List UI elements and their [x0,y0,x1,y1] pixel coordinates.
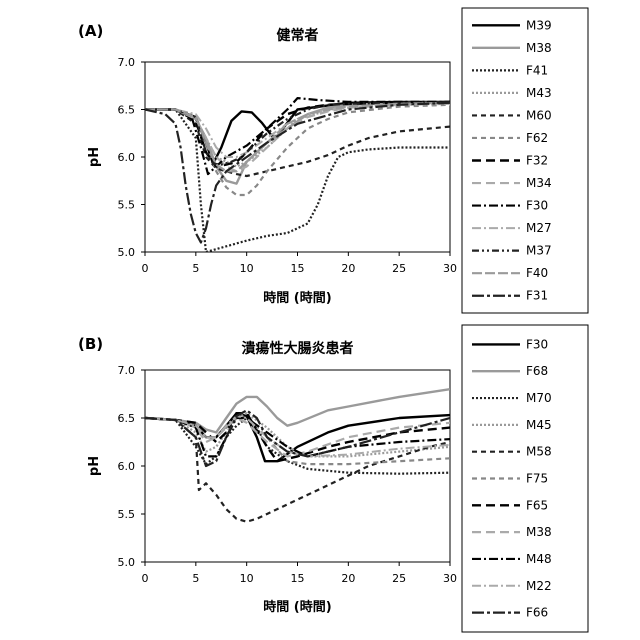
x-axis-label: 時間 (時間) [263,599,331,615]
series-line-f32 [145,102,450,167]
legend-entry: M38 [526,41,552,55]
x-tick-label: 10 [240,262,254,275]
legend-entry: F62 [526,131,548,145]
plot-frame [145,62,450,252]
series-line-m39 [145,102,450,164]
x-tick-label: 5 [192,572,199,585]
y-tick-label: 7.0 [118,364,136,377]
y-tick-label: 5.5 [118,508,136,521]
legend-entry: M37 [526,244,552,258]
figure-canvas: (A) 健常者 5.0 5.5 6.0 6.5 7.0 0 5 10 15 20 25 30 時間 (時間)… [0,0,640,640]
series-line-f31 [145,103,450,243]
legend-entry: M48 [526,552,552,566]
legend-entry: F66 [526,606,548,620]
panel-label: (A) [78,22,103,40]
legend-entry: M70 [526,391,552,405]
x-tick-label: 25 [392,572,406,585]
legend-entry: F40 [526,266,548,280]
legend-entry: M43 [526,86,552,100]
y-tick-label: 7.0 [118,56,136,69]
panel-label: (B) [78,335,103,353]
chart-title: 潰瘍性大腸炎患者 [242,340,354,357]
panel-b: (B) 潰瘍性大腸炎患者 5.0 5.5 6.0 6.5 7.0 0 5 10 15 20 25 30 時間… [78,325,588,632]
chart-title: 健常者 [277,27,319,44]
legend-entry: F32 [526,154,548,168]
x-tick-label: 15 [291,262,305,275]
x-tick-label: 0 [142,262,149,275]
legend-entry: M39 [526,18,552,32]
y-tick-label: 5.0 [118,556,136,569]
y-tick-label: 5.0 [118,246,136,259]
legend-entry: F75 [526,472,548,486]
panel-a: (A) 健常者 5.0 5.5 6.0 6.5 7.0 0 5 10 15 20 25 30 時間 (時間)… [78,8,588,313]
legend-entry: F30 [526,199,548,213]
legend-entry: M38 [526,525,552,539]
legend-entry: M60 [526,108,552,122]
y-tick-label: 6.0 [118,460,136,473]
series-group [145,389,450,522]
x-tick-label: 10 [240,572,254,585]
y-axis-label: pH [87,147,102,167]
y-tick-label: 6.0 [118,151,136,164]
y-tick-label: 6.5 [118,412,136,425]
x-tick-label: 5 [192,262,199,275]
legend-entry: M34 [526,176,552,190]
legend-entry: F65 [526,498,548,512]
legend-entry: M58 [526,445,552,459]
legend-entry: F68 [526,364,548,378]
x-tick-label: 25 [392,262,406,275]
series-line-m60 [145,110,450,177]
legend-entry: M22 [526,579,552,593]
legend-entry: F41 [526,63,548,77]
legend-entry: F30 [526,337,548,351]
legend-entry: F31 [526,289,548,303]
x-tick-label: 0 [142,572,149,585]
legend-entry: M45 [526,418,552,432]
plot-frame [145,370,450,562]
x-tick-label: 30 [443,262,457,275]
series-line-m45 [145,413,450,456]
series-group [145,98,450,252]
x-axis-label: 時間 (時間) [263,290,331,306]
x-tick-label: 15 [291,572,305,585]
y-tick-label: 6.5 [118,104,136,117]
series-line-m37 [145,103,450,165]
x-tick-label: 20 [341,262,355,275]
y-tick-label: 5.5 [118,199,136,212]
x-tick-label: 30 [443,572,457,585]
y-axis-label: pH [87,456,102,476]
legend-entry: M27 [526,221,552,235]
x-tick-label: 20 [341,572,355,585]
